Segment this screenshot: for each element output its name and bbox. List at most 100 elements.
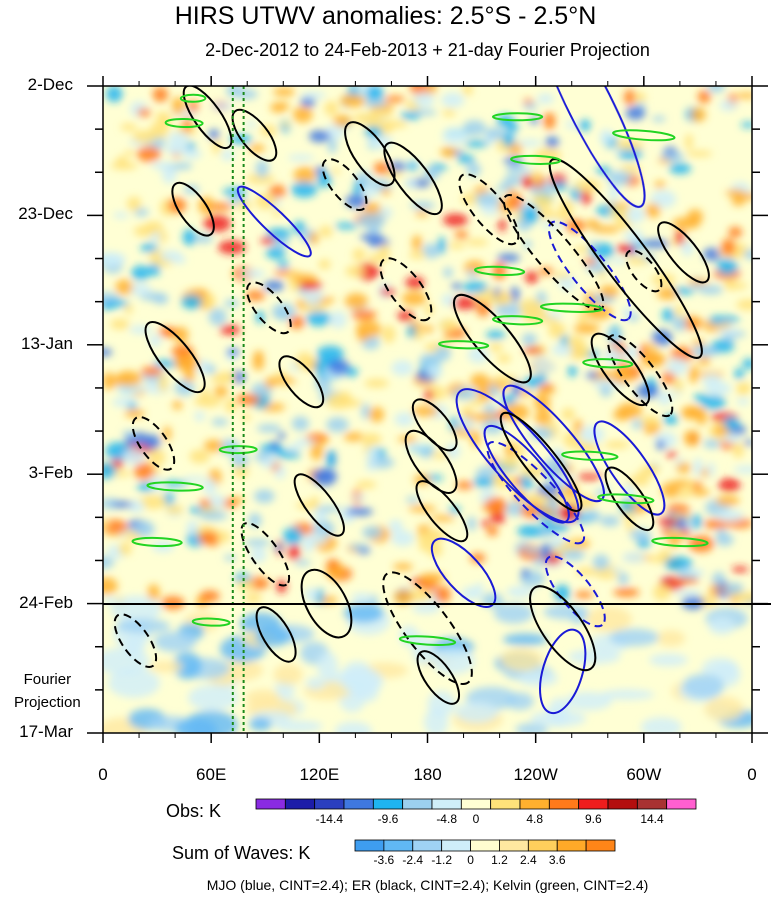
anomaly-patch xyxy=(361,403,370,420)
kelvin-contour xyxy=(582,358,634,369)
obs-colorbar-box xyxy=(519,798,550,810)
anomaly-patch xyxy=(721,238,736,256)
waves-colorbar-label: 0 xyxy=(467,853,474,867)
anomaly-patch xyxy=(278,102,290,110)
anomaly-patch xyxy=(424,389,434,401)
anomaly-patch xyxy=(551,449,563,458)
chart-title: HIRS UTWV anomalies: 2.5°S - 2.5°N xyxy=(174,2,597,30)
anomaly-patch xyxy=(167,197,187,213)
anomaly-patch xyxy=(309,232,319,245)
anomaly-patch xyxy=(122,430,136,438)
anomaly-patch xyxy=(537,209,557,219)
er-contour xyxy=(278,355,325,409)
er-contour xyxy=(344,121,396,187)
anomaly-patch xyxy=(103,252,126,266)
anomaly-patch xyxy=(690,107,706,122)
anomaly-patch xyxy=(405,496,420,503)
anomaly-patch xyxy=(352,113,380,124)
obs-colorbar-label: 0 xyxy=(472,812,480,826)
anomaly-patch xyxy=(577,310,588,325)
projection-patch xyxy=(108,668,160,698)
projection-patch xyxy=(568,649,621,665)
anomaly-patch xyxy=(466,238,489,246)
anomaly-patch xyxy=(187,100,199,113)
anomaly-patch xyxy=(136,146,161,162)
mjo-contour xyxy=(593,420,666,516)
anomaly-patch xyxy=(617,572,629,585)
anomaly-patch xyxy=(734,368,745,380)
anomaly-patch xyxy=(736,92,752,99)
obs-colorbar-box xyxy=(548,798,580,810)
anomaly-patch xyxy=(740,121,752,128)
anomaly-patch xyxy=(351,309,377,321)
anomaly-patch xyxy=(318,259,331,270)
anomaly-patch xyxy=(415,531,444,543)
anomaly-patch xyxy=(124,149,135,157)
er-contour xyxy=(255,606,297,663)
anomaly-patch xyxy=(326,450,335,467)
kelvin-contour xyxy=(651,536,709,548)
kelvin-contour xyxy=(179,93,207,103)
anomaly-patch xyxy=(490,511,506,524)
anomaly-patch xyxy=(520,205,540,224)
anomaly-patch xyxy=(624,89,636,106)
anomaly-patch xyxy=(115,370,142,387)
anomaly-patch xyxy=(716,327,740,335)
anomaly-patch xyxy=(301,91,326,99)
anomaly-patch xyxy=(612,374,632,384)
anomaly-patch xyxy=(401,291,427,306)
anomaly-patch xyxy=(743,439,752,446)
anomaly-patch xyxy=(645,203,661,218)
anomaly-patch xyxy=(365,86,384,102)
anomaly-patch xyxy=(672,315,687,332)
anomaly-patch xyxy=(289,280,301,292)
anomaly-patch xyxy=(704,381,732,396)
er-contour xyxy=(411,398,458,452)
anomaly-patch xyxy=(240,269,266,279)
anomaly-patch xyxy=(127,402,137,410)
anomaly-patch xyxy=(728,226,743,238)
kelvin-contour xyxy=(539,302,604,313)
anomaly-patch xyxy=(113,212,129,219)
anomaly-patch xyxy=(281,121,291,128)
anomaly-patch xyxy=(476,302,490,317)
anomaly-patch xyxy=(183,476,207,483)
anomaly-patch xyxy=(269,184,286,198)
anomaly-patch xyxy=(462,86,473,96)
projection-patch xyxy=(640,717,682,733)
projection-patch xyxy=(704,696,744,721)
anomaly-patch xyxy=(186,141,196,152)
anomaly-patch xyxy=(599,285,619,298)
anomaly-patch xyxy=(567,365,578,378)
anomaly-patch xyxy=(703,519,730,530)
anomaly-patch xyxy=(303,537,313,554)
projection-patch xyxy=(174,718,218,733)
anomaly-patch xyxy=(562,549,585,561)
anomaly-patch xyxy=(692,339,705,347)
anomaly-patch xyxy=(609,258,628,265)
anomaly-patch xyxy=(634,92,646,103)
anomaly-patch xyxy=(105,86,123,103)
anomaly-patch xyxy=(629,528,651,541)
anomaly-patch xyxy=(523,347,544,354)
projection-patch xyxy=(493,603,534,624)
er-contour xyxy=(625,249,663,293)
projection-patch xyxy=(273,664,303,686)
anomaly-patch xyxy=(542,522,570,533)
anomaly-patch xyxy=(434,586,451,603)
waves-colorbar-label: -2.4 xyxy=(402,853,424,867)
anomaly-patch xyxy=(275,450,301,459)
x-tick-label: 0 xyxy=(747,765,757,784)
anomaly-patch xyxy=(636,470,657,477)
anomaly-patch xyxy=(418,573,446,583)
anomaly-patch xyxy=(344,293,368,310)
anomaly-patch xyxy=(360,233,384,241)
anomaly-patch xyxy=(103,462,116,479)
anomaly-patch xyxy=(157,230,167,244)
anomaly-patch xyxy=(438,319,459,332)
anomaly-patch xyxy=(271,303,296,321)
anomaly-patch xyxy=(516,139,543,147)
projection-patch xyxy=(430,647,476,675)
anomaly-patch xyxy=(573,323,600,334)
anomaly-patch xyxy=(167,141,188,155)
